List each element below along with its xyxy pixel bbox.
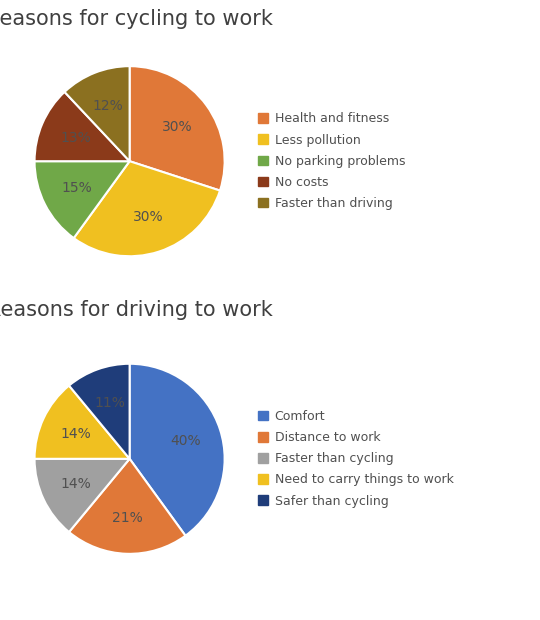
Text: 30%: 30% — [162, 120, 193, 133]
Wedge shape — [69, 364, 130, 459]
Text: 40%: 40% — [170, 433, 201, 448]
Wedge shape — [69, 459, 185, 554]
Wedge shape — [130, 66, 225, 190]
Wedge shape — [35, 386, 130, 459]
Legend: Comfort, Distance to work, Faster than cycling, Need to carry things to work, Sa: Comfort, Distance to work, Faster than c… — [255, 406, 457, 512]
Text: 15%: 15% — [62, 181, 92, 195]
Wedge shape — [74, 161, 220, 256]
Wedge shape — [130, 364, 225, 536]
Text: Reasons for driving to work: Reasons for driving to work — [0, 300, 273, 320]
Text: 30%: 30% — [132, 210, 163, 224]
Wedge shape — [35, 459, 130, 532]
Text: 21%: 21% — [112, 511, 143, 525]
Text: 13%: 13% — [60, 131, 91, 145]
Wedge shape — [65, 66, 130, 161]
Text: 14%: 14% — [61, 427, 92, 441]
Text: 14%: 14% — [61, 477, 92, 491]
Wedge shape — [35, 161, 130, 238]
Wedge shape — [35, 92, 130, 161]
Legend: Health and fitness, Less pollution, No parking problems, No costs, Faster than d: Health and fitness, Less pollution, No p… — [255, 108, 409, 214]
Text: 11%: 11% — [94, 396, 125, 410]
Text: Reasons for cycling to work: Reasons for cycling to work — [0, 9, 273, 29]
Text: 12%: 12% — [92, 99, 123, 113]
